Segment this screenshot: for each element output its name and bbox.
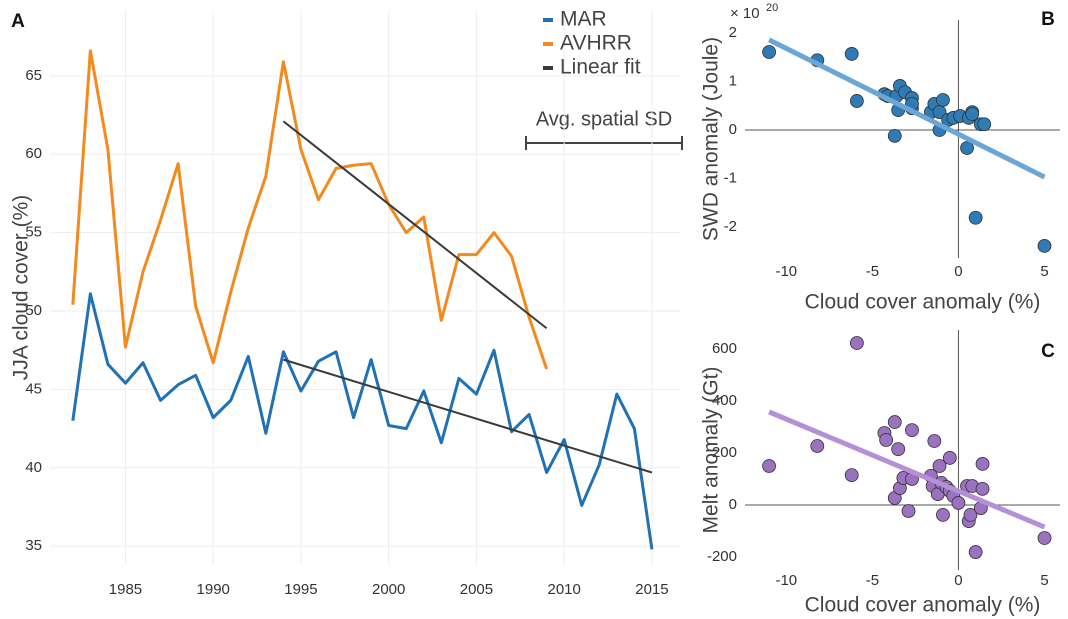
point [927,434,942,448]
y-tick-label: 50 [25,302,42,319]
x-tick-label: 2010 [547,581,580,598]
point [1037,531,1052,545]
x-tick-label: 2015 [635,581,668,598]
legend-label: Linear fit [560,56,641,79]
y-axis-title: SWD anomaly (Joule) [700,37,723,241]
y-tick-label: 600 [712,340,737,357]
y-tick-label: -200 [707,548,737,565]
y-tick-label: 200 [712,444,737,461]
x-tick-label: -5 [866,572,879,589]
x-tick-label: 0 [954,572,962,589]
y-tick-label: -2 [724,218,737,235]
fit-line [768,409,1046,530]
x-tick-label: 5 [1040,263,1048,280]
multiplier: × 10 [730,5,760,22]
point [975,481,990,496]
y-tick-label: 45 [25,380,42,397]
point [879,433,894,447]
x-tick-label: -5 [866,263,879,280]
x-tick-label: 2000 [372,581,405,598]
point [887,415,902,429]
multiplier-exponent: 20 [766,2,778,14]
point [968,545,983,559]
y-tick-label: 55 [25,224,42,241]
y-tick-label: 400 [712,392,737,409]
point [965,107,980,121]
y-tick-label: -1 [724,169,737,186]
y-tick-label: 1 [729,73,737,90]
point [963,507,978,522]
x-axis-title: Cloud cover anomaly (%) [805,594,1041,617]
fit-line [767,37,1046,180]
point [762,45,776,59]
y-tick-label: 0 [729,121,737,138]
point [810,439,825,453]
point [975,457,990,471]
point [891,442,906,456]
x-axis-title: Cloud cover anomaly (%) [805,291,1041,314]
point [1037,238,1052,253]
series-line [71,49,549,370]
point [849,336,864,350]
point [887,128,902,143]
y-tick-label: 65 [25,67,42,84]
series-line [282,120,653,474]
point [844,47,859,61]
x-tick-label: -10 [775,572,797,589]
x-tick-label: 1995 [284,581,317,598]
point [932,459,947,473]
point [977,117,992,132]
x-tick-label: 1985 [109,581,142,598]
point [901,504,916,518]
point [942,451,957,465]
y-tick-label: 60 [25,145,42,162]
y-axis-title: JJA cloud cover (%) [10,195,33,381]
point [849,94,864,108]
x-tick-label: 1990 [197,581,230,598]
point [936,93,950,107]
annotation: Avg. spatial SD [536,108,672,130]
point [905,423,919,438]
legend-label: MAR [560,8,607,31]
x-tick-label: 2005 [460,581,493,598]
x-tick-label: 5 [1040,572,1048,589]
x-tick-label: 0 [954,263,962,280]
y-tick-label: 40 [25,459,42,476]
series-line [71,292,654,550]
point [960,141,974,155]
panel-label: A [11,11,25,32]
panel-label: C [1041,341,1055,362]
point [968,210,983,225]
point [844,468,859,482]
y-tick-label: 35 [25,537,42,554]
point [762,459,776,473]
y-axis-title: Melt anomaly (Gt) [700,367,723,534]
y-tick-label: 0 [729,496,737,513]
y-tick-label: 2 [729,24,737,41]
x-tick-label: -10 [775,263,797,280]
panel-label: B [1041,9,1055,30]
point [936,507,950,522]
legend-label: AVHRR [560,32,632,55]
point [951,496,966,510]
